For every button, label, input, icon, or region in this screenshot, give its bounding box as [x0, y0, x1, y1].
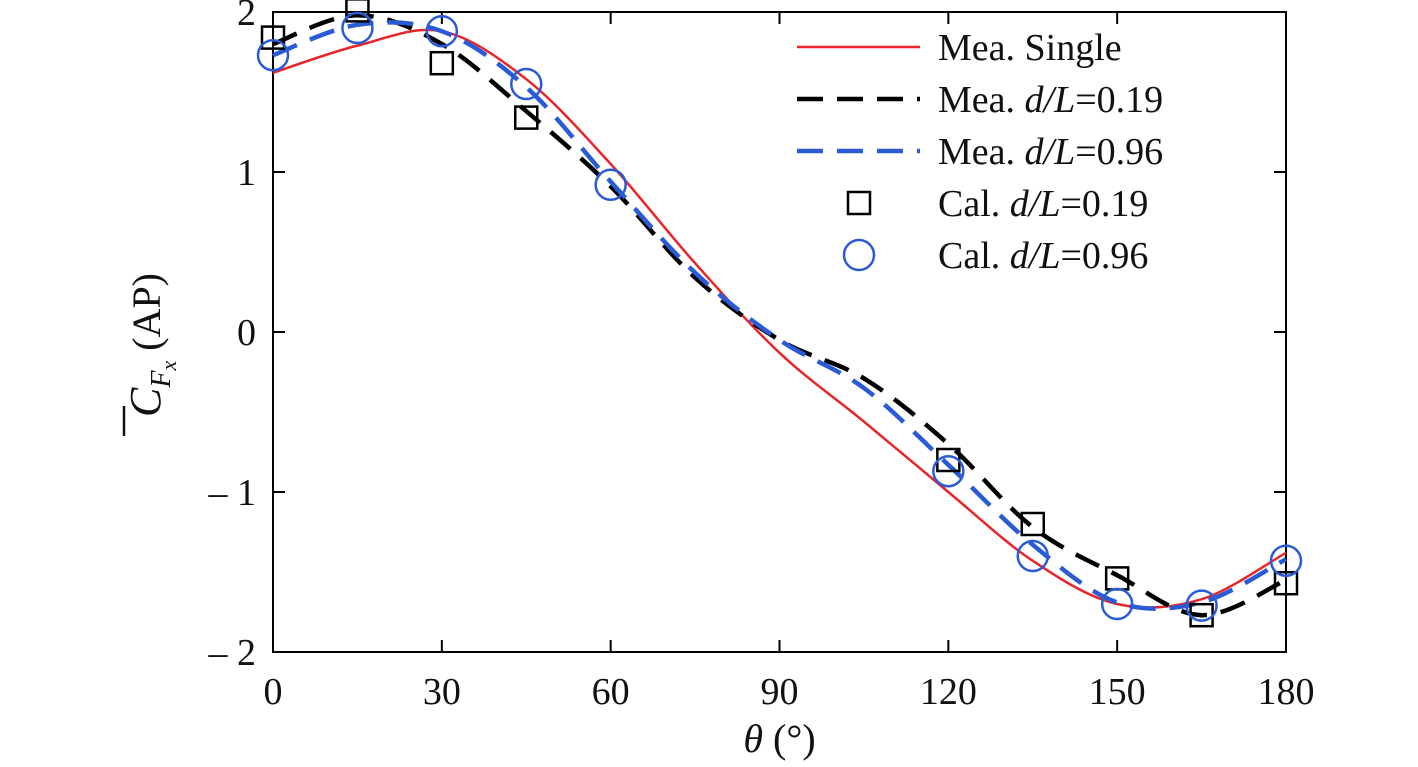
x-tick-label-150: 150: [1089, 671, 1146, 713]
legend-label-mea-dl-019: Mea. d/L=0.19: [938, 79, 1163, 121]
legend-label-mea-dl-096: Mea. d/L=0.96: [938, 131, 1163, 173]
legend-cal-dl-019-prefix: Cal.: [938, 183, 1010, 225]
series-layer: [256, 0, 1303, 628]
mea-dl-096-line: [272, 20, 1288, 611]
cal-dl-096-point-135: [1016, 539, 1049, 573]
svg-text:CFx (AP): CFx (AP): [121, 273, 181, 417]
y-axis-subscript: F: [146, 370, 177, 389]
y-tick-label-1: 1: [237, 152, 256, 194]
cal-dl-096-point-30: [425, 14, 459, 48]
cal-dl-019-point-180: [1273, 570, 1299, 596]
legend-cal-dl-019-italic: d/L: [1010, 183, 1061, 225]
x-tick-label-180: 180: [1258, 671, 1315, 713]
cal-dl-019-point-45: [514, 105, 539, 130]
cal-dl-096-point-180: [1269, 544, 1303, 578]
y-tick-label--1: – 1: [208, 472, 257, 514]
y-axis-title: CFx (AP): [121, 273, 181, 436]
legend-label-cal-dl-019: Cal. d/L=0.19: [938, 183, 1148, 225]
legend-label-mea-single: Mea. Single: [938, 27, 1122, 69]
cal-dl-096-point-0: [256, 38, 290, 72]
legend-mea-dl-019-prefix: Mea.: [938, 79, 1025, 121]
x-axis-symbol: θ: [743, 716, 763, 761]
legend-cal-dl-096-italic: d/L: [1010, 235, 1061, 277]
cal-dl-019-point-15: [345, 0, 370, 23]
x-axis-title: θ (°): [743, 716, 815, 761]
legend-mea-dl-096-prefix: Mea.: [938, 131, 1025, 173]
cal-dl-096-point-60: [594, 168, 627, 202]
x-tick-label-120: 120: [920, 671, 977, 713]
cal-dl-019-point-135: [1020, 511, 1045, 537]
x-tick-label-90: 90: [761, 671, 799, 713]
y-tick-label-0: 0: [237, 312, 256, 354]
legend-cal-dl-096-suffix: =0.96: [1060, 235, 1148, 277]
legend-label-cal-dl-096: Cal. d/L=0.96: [938, 235, 1148, 277]
legend-mea-dl-096-italic: d/L: [1025, 131, 1076, 173]
tick-labels: 0 30 60 90 120 150 180 – 2 – 1 0 1 2: [208, 0, 1315, 713]
legend-mea-dl-019-italic: d/L: [1025, 79, 1076, 121]
legend-mea-single-suffix: Single: [1025, 27, 1122, 69]
cal-dl-096-point-120: [932, 454, 965, 488]
x-axis-unit: (°): [763, 716, 816, 761]
cal-dl-096-point-45: [510, 67, 543, 101]
y-tick-label--2: – 2: [208, 632, 257, 674]
legend-swatch-cal-dl-096: [842, 238, 876, 272]
cal-dl-019-point-0: [260, 25, 286, 50]
axis-ticks: [272, 11, 1287, 653]
legend-mea-single-prefix: Mea.: [938, 27, 1025, 69]
cal-dl-096-point-150: [1100, 587, 1134, 621]
legend-swatch-cal-dl-019: [846, 190, 872, 216]
legend-mea-dl-096-suffix: =0.96: [1075, 131, 1163, 173]
cal-dl-096-point-165: [1185, 589, 1218, 622]
y-axis-suffix: (AP): [124, 273, 169, 361]
legend-cal-dl-096-prefix: Cal.: [938, 235, 1010, 277]
legend-mea-dl-019-suffix: =0.19: [1075, 79, 1163, 121]
plot-area: [272, 11, 1287, 653]
x-tick-label-60: 60: [592, 671, 630, 713]
legend-cal-dl-019-suffix: =0.19: [1060, 183, 1148, 225]
cal-dl-096-point-15: [341, 11, 374, 45]
y-tick-label-2: 2: [237, 0, 256, 34]
cal-dl-019-point-30: [429, 50, 455, 76]
x-tick-label-0: 0: [264, 671, 283, 713]
x-tick-label-30: 30: [423, 671, 461, 713]
mea-dl-019-line: [272, 12, 1287, 618]
y-axis-subsubscript: x: [156, 361, 181, 372]
y-axis-symbol: C: [121, 387, 170, 417]
